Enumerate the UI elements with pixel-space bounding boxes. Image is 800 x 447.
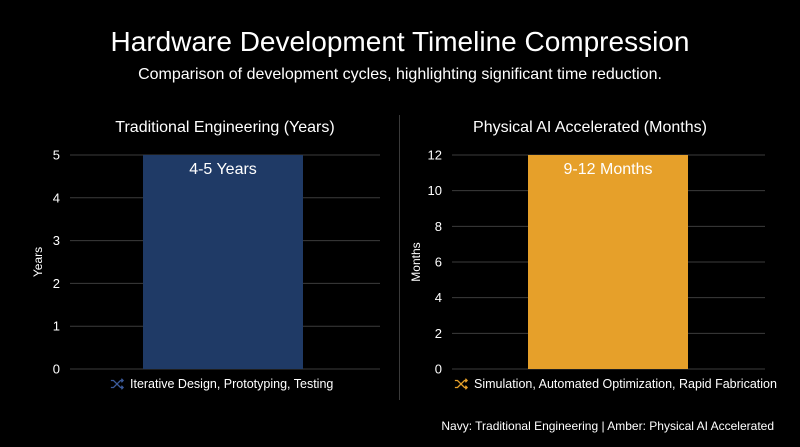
left-caption-text: Iterative Design, Prototyping, Testing (130, 377, 334, 391)
left-chart-title: Traditional Engineering (Years) (115, 119, 335, 136)
left-y-tick-label: 5 (53, 148, 60, 163)
color-legend-footnote: Navy: Traditional Engineering | Amber: P… (441, 419, 774, 433)
left-bar-data-label: 4-5 Years (189, 161, 257, 178)
right-y-tick-label: 8 (435, 219, 442, 234)
left-y-axis-label: Years (31, 247, 45, 277)
left-bar (143, 155, 303, 369)
left-y-tick-label: 3 (53, 233, 60, 248)
right-y-tick-label: 6 (435, 255, 442, 270)
right-chart-caption: Simulation, Automated Optimization, Rapi… (454, 377, 777, 391)
right-y-tick-label: 10 (428, 183, 442, 198)
chart-divider (399, 115, 400, 400)
right-y-tick-label: 0 (435, 362, 442, 377)
right-y-tick-label: 4 (435, 290, 442, 305)
left-y-tick-label: 4 (53, 190, 60, 205)
right-y-tick-label: 12 (428, 148, 442, 163)
right-y-tick-label: 2 (435, 326, 442, 341)
right-bar (528, 155, 688, 369)
left-y-tick-label: 1 (53, 319, 60, 334)
shuffle-icon (110, 378, 124, 390)
right-y-axis-label: Months (409, 242, 423, 281)
right-chart-title: Physical AI Accelerated (Months) (473, 119, 707, 136)
right-caption-text: Simulation, Automated Optimization, Rapi… (474, 377, 777, 391)
page-title: Hardware Development Timeline Compressio… (110, 26, 690, 57)
left-y-tick-label: 0 (53, 362, 60, 377)
left-y-tick-label: 2 (53, 276, 60, 291)
shuffle-icon (454, 378, 468, 390)
page-subtitle: Comparison of development cycles, highli… (138, 66, 662, 83)
left-chart-caption: Iterative Design, Prototyping, Testing (110, 377, 333, 391)
right-bar-data-label: 9-12 Months (564, 161, 653, 178)
